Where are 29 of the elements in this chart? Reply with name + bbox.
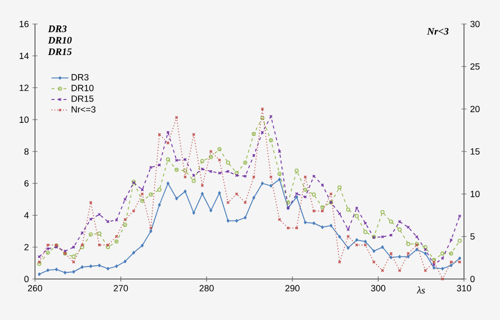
legend-label: DR10 <box>72 84 94 92</box>
y-tick-label: 4 <box>24 212 29 218</box>
y-tick-label: 6 <box>24 180 29 187</box>
y-tick-label: 12 <box>20 84 29 91</box>
y-tick-label: 14 <box>20 52 29 59</box>
y-tick-label: 2 <box>24 244 29 250</box>
y-tick-label: 16 <box>20 20 29 28</box>
x-tick-label: 270 <box>114 285 128 292</box>
legend-label: Nr<=3 <box>72 106 96 113</box>
y2-axis-title: Nr<3 <box>426 28 449 35</box>
x-tick-label: 280 <box>200 285 214 292</box>
y2-tick-label: 0 <box>470 276 475 282</box>
y-tick-label: 0 <box>24 276 29 282</box>
x-tick-label: 310 <box>456 285 472 292</box>
legend-label: DR3 <box>72 74 88 80</box>
y2-tick-label: 20 <box>470 106 480 112</box>
x-tick-label: 300 <box>371 285 386 292</box>
y2-tick-label: 25 <box>470 63 480 70</box>
y-axis-title: DR3 DR10 DR15 <box>48 25 72 56</box>
x-tick-label: 260 <box>28 285 42 292</box>
legend-label: DR15 <box>72 96 94 102</box>
y-tick-label: 10 <box>20 116 29 123</box>
y-tick-label: 8 <box>24 148 29 155</box>
y2-tick-label: 5 <box>470 233 475 240</box>
x-tick-label: 290 <box>285 285 300 292</box>
y2-tick-label: 30 <box>470 20 480 28</box>
x-axis-title: λs <box>416 286 425 294</box>
y2-tick-label: 10 <box>470 190 480 198</box>
y2-tick-label: 15 <box>470 148 480 155</box>
